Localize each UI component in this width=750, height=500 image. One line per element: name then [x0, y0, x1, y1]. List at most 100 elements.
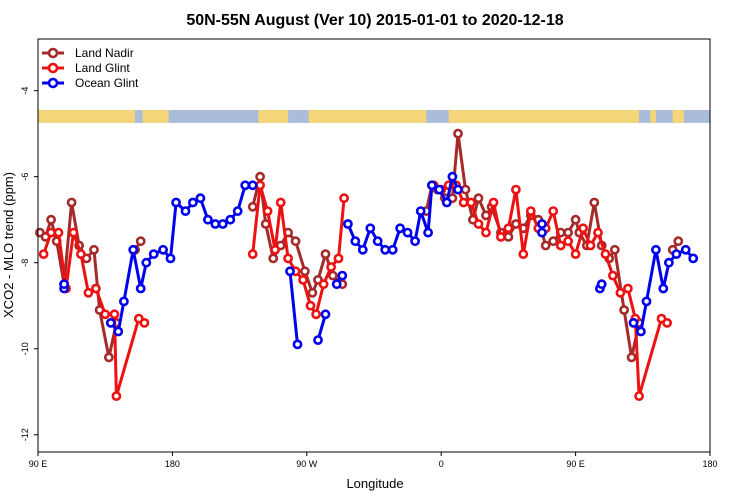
land-glint-point-1-10 [318, 279, 329, 290]
ocean-glint-point-6-1 [537, 219, 547, 229]
ocean-glint-point-1-7 [158, 244, 168, 255]
land-glint-point-1-4 [275, 197, 286, 208]
ocean-glint-point-4-3 [365, 223, 376, 234]
land-glint-point-0-2 [53, 227, 64, 238]
ocean-glint-point-8-4 [658, 283, 669, 294]
land-segment-2 [258, 109, 289, 123]
plot-frame [37, 38, 711, 453]
land-nadir-point-0-5 [66, 197, 77, 208]
ocean-glint-point-5-0 [331, 279, 342, 290]
ocean-glint-point-1-12 [195, 193, 206, 204]
land-glint-point-0-0 [38, 249, 49, 259]
land-glint-point-1-8 [305, 300, 316, 311]
x-tick-label-0: 90 E [29, 459, 48, 469]
ocean-glint-point-8-2 [641, 296, 652, 307]
land-nadir-point-3-20 [563, 227, 573, 238]
x-axis: 90 E 180 90 W 0 90 E 180 [29, 452, 718, 469]
legend-marker-ocean-glint [47, 77, 59, 89]
land-nadir-point-2-11 [327, 270, 338, 281]
land-nadir-point-2-3 [268, 253, 279, 264]
ocean-glint-point-1-10 [180, 206, 191, 216]
ocean-glint-point-1-3 [128, 244, 139, 255]
series-layer [35, 128, 699, 401]
land-glint-point-0-12 [139, 317, 150, 328]
x-tick-label-5: 180 [702, 459, 717, 469]
land-glint-point-2-23 [600, 249, 611, 259]
ocean-glint-point-4-15 [447, 171, 458, 182]
ocean-glint-point-1-16 [225, 214, 236, 225]
y-tick-label-4: -12 [20, 428, 30, 441]
y-tick-label-3: -10 [20, 342, 30, 355]
ocean-glint-point-2-1 [292, 339, 303, 350]
land-glint-point-1-2 [262, 206, 273, 216]
land-glint-point-2-7 [481, 227, 491, 238]
ocean-glint-point-4-0 [342, 219, 353, 229]
land-glint-point-0-8 [100, 309, 111, 320]
land-nadir-point-2-6 [290, 236, 301, 247]
x-tick-label-1: 180 [165, 459, 180, 469]
plot-area [35, 38, 711, 453]
legend-item-land-nadir: Land Nadir [42, 46, 134, 60]
land-segment-3 [308, 109, 427, 123]
land-glint-point-2-10 [503, 223, 514, 234]
land-nadir-point-3-8 [473, 193, 484, 204]
ocean-glint-point-1-8 [165, 253, 176, 264]
ocean-glint-point-1-6 [148, 249, 159, 259]
ocean-glint-point-8-1 [636, 326, 646, 337]
ocean-glint-point-4-1 [350, 236, 361, 247]
land-glint-point-0-6 [83, 287, 94, 298]
land-glint-point-1-3 [270, 244, 280, 255]
land-glint-point-0-4 [68, 227, 79, 238]
land-glint-point-2-21 [585, 240, 596, 251]
ocean-glint-point-4-11 [423, 227, 433, 238]
land-nadir-point-0-10 [104, 352, 114, 363]
land-glint-point-1-13 [339, 193, 349, 204]
y-tick-label-0: -4 [20, 87, 30, 95]
ocean-glint-point-1-15 [217, 219, 228, 229]
land-nadir-point-3-21 [570, 214, 581, 225]
land-glint-point-2-9 [495, 231, 506, 242]
land-glint-point-2-17 [555, 240, 566, 251]
ocean-glint-point-4-4 [372, 236, 383, 247]
legend-marker-land-glint [47, 62, 59, 74]
ocean-glint-point-1-2 [119, 296, 129, 307]
ocean-glint-point-4-13 [434, 184, 445, 195]
land-nadir-point-3-12 [503, 231, 514, 242]
ocean-glint-point-3-0 [313, 335, 323, 345]
y-tick-label-1: -6 [20, 173, 30, 181]
ocean-glint-point-5-1 [337, 270, 348, 281]
land-glint-point-1-12 [333, 253, 344, 264]
land-glint-point-2-19 [570, 249, 581, 259]
land-nadir-point-3-18 [548, 236, 559, 247]
land-nadir-point-2-0 [247, 201, 258, 212]
land-segment-0 [38, 109, 136, 123]
legend-marker-land-nadir [47, 47, 59, 59]
ocean-glint-point-4-12 [426, 180, 437, 191]
ocean-glint-point-4-10 [415, 206, 426, 216]
land-nadir-point-2-8 [307, 287, 318, 298]
ocean-glint-point-8-7 [680, 244, 691, 255]
ocean-glint-point-4-14 [441, 197, 452, 208]
x-tick-label-4: 90 E [566, 459, 585, 469]
ocean-glint-point-1-19 [247, 180, 258, 191]
land-glint-point-2-24 [608, 270, 618, 281]
ocean-glint-point-8-5 [664, 257, 674, 268]
land-nadir-point-3-17 [540, 240, 551, 251]
ocean-glint-point-1-9 [171, 197, 181, 208]
y-axis-label: XCO2 - MLO trend (ppm) [1, 172, 16, 318]
ocean-glint-point-1-1 [113, 326, 124, 337]
land-nadir-point-2-7 [299, 266, 310, 277]
series-ocean-glint [59, 171, 699, 350]
ocean-glint-point-4-16 [453, 184, 463, 195]
ocean-glint-point-4-6 [387, 244, 398, 255]
ocean-glint-point-3-1 [320, 309, 331, 320]
land-glint-point-2-13 [525, 206, 536, 216]
land-glint-point-2-20 [578, 223, 588, 234]
legend-label-land-glint: Land Glint [75, 61, 130, 75]
legend-item-ocean-glint: Ocean Glint [42, 76, 139, 90]
land-glint-point-0-5 [76, 249, 86, 259]
land-ocean-strip [38, 109, 710, 123]
ocean-glint-point-4-5 [380, 244, 391, 255]
